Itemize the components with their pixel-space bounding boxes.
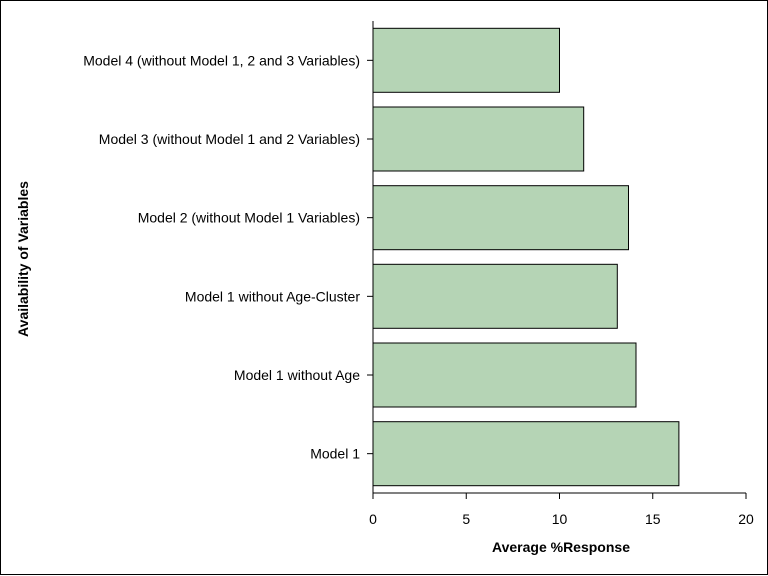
category-label: Model 3 (without Model 1 and 2 Variables…	[99, 131, 360, 147]
category-label: Model 2 (without Model 1 Variables)	[138, 210, 360, 226]
bar-3	[372, 185, 629, 251]
x-tick-label: 20	[738, 511, 754, 527]
x-tick-label: 5	[462, 511, 470, 527]
category-label: Model 4 (without Model 1, 2 and 3 Variab…	[83, 52, 360, 68]
bar-6	[372, 421, 680, 487]
y-axis-title: Availability of Variables	[15, 181, 31, 337]
bar-1	[372, 27, 560, 93]
bar-2	[372, 106, 585, 172]
category-label: Model 1 without Age-Cluster	[185, 288, 360, 304]
x-tick-label: 15	[645, 511, 661, 527]
category-label: Model 1 without Age	[234, 367, 360, 383]
bar-5	[372, 342, 637, 408]
labels: Model 4 (without Model 1, 2 and 3 Variab…	[83, 52, 754, 527]
x-axis-title: Average %Response	[492, 539, 630, 555]
bar-4	[372, 263, 618, 329]
x-tick-label: 10	[552, 511, 568, 527]
axes	[367, 21, 747, 499]
category-label: Model 1	[310, 446, 360, 462]
x-tick-label: 0	[369, 511, 377, 527]
bars	[372, 27, 680, 487]
